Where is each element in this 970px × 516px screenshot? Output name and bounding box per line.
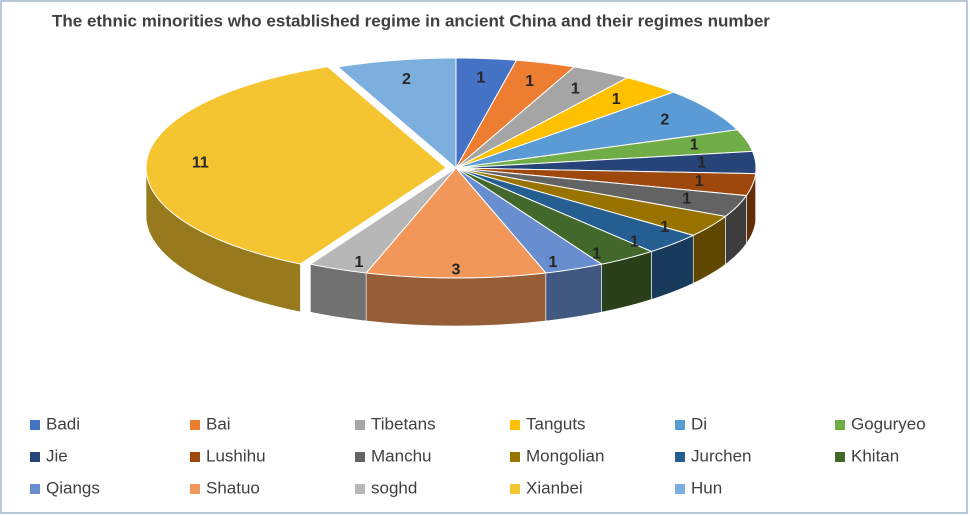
legend-swatch <box>355 484 365 494</box>
legend-label: Di <box>691 414 707 433</box>
slice <box>455 59 576 169</box>
slice <box>455 129 754 169</box>
slice <box>455 66 629 169</box>
legend-label: Mongolian <box>526 446 604 465</box>
slice-side <box>365 272 547 327</box>
data-label: 1 <box>592 245 601 262</box>
data-label: 1 <box>682 191 691 208</box>
data-label: 11 <box>192 154 209 171</box>
slice <box>455 167 653 265</box>
data-label: 2 <box>660 112 669 129</box>
data-label: 1 <box>697 155 706 172</box>
legend-swatch <box>835 420 845 430</box>
legend-swatch <box>510 452 520 462</box>
data-label: 1 <box>571 80 580 97</box>
legend-label: Manchu <box>371 446 431 465</box>
slice <box>455 167 695 252</box>
slice <box>336 57 457 170</box>
legend-label: Tanguts <box>526 414 586 433</box>
legend-label: Khitan <box>851 446 899 465</box>
legend-swatch <box>190 420 200 430</box>
legend-label: Jurchen <box>691 446 751 465</box>
slice <box>455 167 727 236</box>
data-label: 1 <box>690 137 699 154</box>
slice <box>145 66 447 265</box>
chart-title: The ethnic minorities who established re… <box>52 11 770 30</box>
legend-swatch <box>675 452 685 462</box>
slice <box>309 167 457 274</box>
legend-label: Tibetans <box>371 414 436 433</box>
legend-swatch <box>355 420 365 430</box>
data-label: 3 <box>452 261 461 278</box>
slice <box>455 91 739 169</box>
legend-swatch <box>510 420 520 430</box>
legend-label: Badi <box>46 414 80 433</box>
data-label: 1 <box>355 254 364 271</box>
legend-swatch <box>835 452 845 462</box>
legend-label: Qiangs <box>46 478 100 497</box>
data-label: 2 <box>402 71 411 88</box>
legend-swatch <box>30 452 40 462</box>
data-label: 1 <box>630 233 639 250</box>
slice-side <box>310 263 367 322</box>
legend-label: Bai <box>206 414 231 433</box>
legend-label: Hun <box>691 478 722 497</box>
data-label: 1 <box>612 91 621 108</box>
legend-swatch <box>675 420 685 430</box>
slice <box>455 77 675 169</box>
legend-label: Jie <box>46 446 68 465</box>
legend-swatch <box>355 452 365 462</box>
data-label: 1 <box>660 219 669 236</box>
legend-label: Lushihu <box>206 446 266 465</box>
legend-swatch <box>190 484 200 494</box>
slice <box>455 167 603 274</box>
legend-swatch <box>675 484 685 494</box>
slice <box>455 150 757 175</box>
slice <box>365 167 547 279</box>
data-label: 1 <box>549 254 558 271</box>
legend-label: soghd <box>371 478 417 497</box>
slice-side <box>545 263 602 322</box>
legend-swatch <box>510 484 520 494</box>
legend-swatch <box>30 420 40 430</box>
data-label: 1 <box>695 173 704 190</box>
legend-swatch <box>190 452 200 462</box>
legend-label: Xianbei <box>526 478 583 497</box>
legend-label: Shatuo <box>206 478 260 497</box>
data-label: 1 <box>525 73 534 90</box>
data-label: 1 <box>476 69 485 86</box>
slice <box>455 167 748 217</box>
legend-swatch <box>30 484 40 494</box>
legend-label: Goguryeo <box>851 414 926 433</box>
